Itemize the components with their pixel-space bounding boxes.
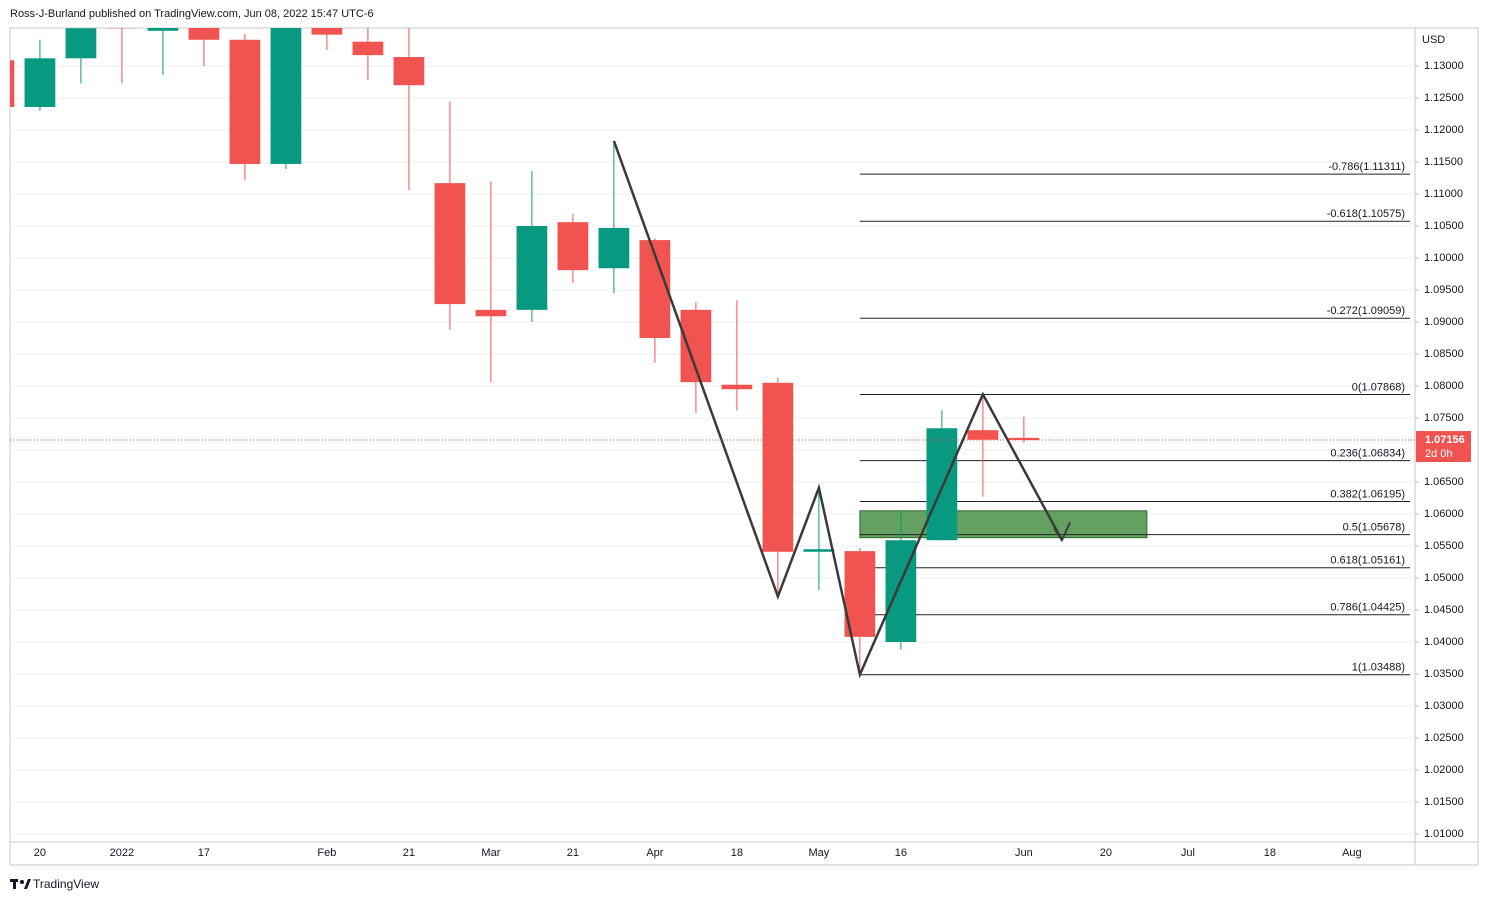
y-tick-label: 1.02000 xyxy=(1424,764,1464,776)
x-tick-label: Feb xyxy=(317,847,336,859)
candle-body xyxy=(147,28,179,31)
y-tick-label: 1.12000 xyxy=(1424,124,1464,136)
plot: -0.786(1.11311) -0.618(1.10575) -0.272(1.0… xyxy=(10,28,1415,835)
x-tick-label: Jul xyxy=(1181,847,1195,859)
candle-body xyxy=(352,41,384,56)
currency: USD xyxy=(1422,34,1445,46)
y-tick-label: 1.06000 xyxy=(1424,508,1464,520)
fib-label: 0.382(1.06195) xyxy=(1330,488,1405,500)
x-tick-label: 21 xyxy=(567,847,579,859)
y-tick-label: 1.13000 xyxy=(1424,60,1464,72)
x-tick-label: 20 xyxy=(34,847,46,859)
candle-body xyxy=(188,28,220,40)
fib-label: 1(1.03488) xyxy=(1352,662,1405,674)
y-tick-label: 1.10500 xyxy=(1424,220,1464,232)
y-tick-label: 1.09000 xyxy=(1424,316,1464,328)
y-tick-label: 1.06500 xyxy=(1424,476,1464,488)
x-tick-label: 18 xyxy=(1264,847,1276,859)
x-tick-label: 20 xyxy=(1100,847,1112,859)
fib-label: 0.236(1.06834) xyxy=(1330,448,1405,460)
candle-body xyxy=(393,57,425,86)
brand: TradingView xyxy=(33,877,99,891)
fib-label: 0.786(1.04425) xyxy=(1330,602,1405,614)
x-tick-label: 16 xyxy=(895,847,907,859)
x-tick-label: 2022 xyxy=(110,847,134,859)
frame xyxy=(9,27,1479,866)
y-tick-label: 1.08500 xyxy=(1424,348,1464,360)
candle-body xyxy=(311,28,343,35)
fib-label: -0.272(1.09059) xyxy=(1327,305,1405,317)
candle-body xyxy=(24,58,56,107)
y-tick-label: 1.11000 xyxy=(1424,188,1463,200)
y-tick-label: 1.07500 xyxy=(1424,412,1464,424)
candle-body xyxy=(516,226,548,310)
y-tick-label: 1.11500 xyxy=(1424,156,1463,168)
candle-body xyxy=(557,222,589,271)
y-tick-label: 1.03000 xyxy=(1424,700,1464,712)
zone xyxy=(859,510,1148,539)
price-label-box xyxy=(1416,431,1471,463)
publisher: Ross-J-Burland published on TradingView.… xyxy=(10,8,374,20)
price-label: 1.07156 xyxy=(1425,434,1465,446)
x-tick-label: 17 xyxy=(198,847,210,859)
candle-body xyxy=(926,428,958,541)
x-tick-label: May xyxy=(808,847,829,859)
y-tick-label: 1.12500 xyxy=(1424,92,1464,104)
y-tick-label: 1.03500 xyxy=(1424,668,1464,680)
candle-body xyxy=(803,549,835,552)
x-tick-label: Jun xyxy=(1015,847,1033,859)
x-tick-label: 21 xyxy=(403,847,415,859)
candle-body xyxy=(967,430,999,440)
y-tick-label: 1.05500 xyxy=(1424,540,1464,552)
fib-label: -0.786(1.11311) xyxy=(1328,161,1405,173)
candle-body xyxy=(1008,437,1040,441)
countdown: 2d 0h xyxy=(1425,448,1453,460)
candle-body xyxy=(475,309,507,317)
fib-label: 0(1.07868) xyxy=(1352,381,1405,393)
y-tick-label: 1.01000 xyxy=(1424,828,1464,840)
y-tick-label: 1.08000 xyxy=(1424,380,1464,392)
y-tick-label: 1.10000 xyxy=(1424,252,1464,264)
y-tick-label: 1.05000 xyxy=(1424,572,1464,584)
x-tick-label: Mar xyxy=(481,847,500,859)
fib-label: 0.5(1.05678) xyxy=(1343,522,1405,534)
y-tick-label: 1.04500 xyxy=(1424,604,1464,616)
y-tick-label: 1.04000 xyxy=(1424,636,1464,648)
brand-logo xyxy=(10,879,31,889)
candle-body xyxy=(106,28,138,29)
candle-body xyxy=(229,39,261,164)
y-tick-label: 1.02500 xyxy=(1424,732,1464,744)
candle-body xyxy=(762,382,794,552)
zigzag xyxy=(612,140,1064,679)
x-tick-label: Apr xyxy=(646,847,663,859)
x-tick-label: Aug xyxy=(1342,847,1362,859)
y-tick-label: 1.01500 xyxy=(1424,796,1464,808)
candle-body xyxy=(721,384,753,390)
candle-body xyxy=(65,28,97,59)
arrow-head xyxy=(1053,521,1071,543)
candle-body xyxy=(270,28,302,164)
axes: 1.13000 1.12500 1.12000 1.11500 1.11000 1.105… xyxy=(34,60,1471,859)
candle-body xyxy=(10,60,15,107)
fib-label: -0.618(1.10575) xyxy=(1327,208,1405,220)
candle-body xyxy=(598,227,630,269)
fib-label: 0.618(1.05161) xyxy=(1330,555,1405,567)
x-tick-label: 18 xyxy=(731,847,743,859)
candle-body xyxy=(434,183,466,305)
y-tick-label: 1.09500 xyxy=(1424,284,1464,296)
